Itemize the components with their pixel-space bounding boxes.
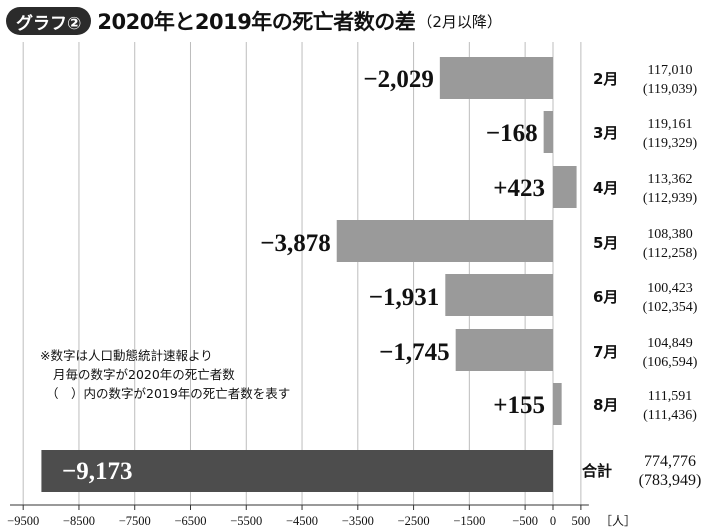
x-tick-label: −2500	[398, 514, 430, 528]
source-note: ※数字は人口動態統計速報より 月毎の数字が2020年の死亡者数 （ ）内の数字が…	[40, 346, 290, 403]
deaths-2020-label: 104,849	[647, 336, 693, 351]
note-line-2: 月毎の数字が2020年の死亡者数	[53, 367, 235, 382]
x-tick-label: 0	[550, 514, 556, 528]
x-tick-label: −1500	[453, 514, 485, 528]
category-label: 5月	[593, 234, 618, 252]
deaths-2019-label: (111,436)	[643, 408, 697, 423]
data-label: −168	[486, 120, 538, 147]
data-label: −1,745	[379, 339, 450, 366]
chart-title: 2020年と2019年の死亡者数の差	[97, 10, 416, 34]
x-tick-label: 500	[572, 514, 591, 528]
category-label: 7月	[593, 343, 618, 361]
chart-subtitle: （2月以降）	[417, 12, 502, 31]
note-line-3: （ ）内の数字が2019年の死亡者数を表す	[46, 386, 291, 401]
data-label: −1,931	[369, 284, 440, 311]
category-label: 6月	[593, 288, 618, 306]
bar	[41, 450, 554, 492]
deaths-2020-label: 119,161	[648, 117, 693, 132]
chart-header: グラフ② 2020年と2019年の死亡者数の差 （2月以降）	[6, 6, 502, 36]
bar	[439, 57, 553, 99]
x-tick-label: −4500	[286, 514, 318, 528]
category-label: 合計	[581, 462, 612, 480]
bar	[336, 220, 553, 262]
x-tick-label: −6500	[174, 514, 206, 528]
category-label: 2月	[593, 70, 618, 88]
deaths-2019-label: (112,258)	[643, 246, 698, 261]
bar	[543, 111, 553, 153]
deaths-2020-label: 108,380	[647, 227, 693, 242]
deaths-2019-label: (119,329)	[643, 136, 698, 151]
deaths-2020-label: 117,010	[648, 63, 693, 78]
data-label: +423	[493, 175, 545, 202]
graph-number-badge: グラフ②	[6, 7, 92, 35]
x-tick-label: −9500	[7, 514, 39, 528]
x-tick-label: −500	[512, 514, 538, 528]
note-line-1: ※数字は人口動態統計速報より	[40, 348, 213, 363]
x-tick-label: −7500	[119, 514, 151, 528]
bar	[553, 383, 562, 425]
x-tick-label: −8500	[63, 514, 95, 528]
x-tick-label: −3500	[342, 514, 374, 528]
deaths-2019-label: (106,594)	[643, 355, 698, 370]
data-label: −9,173	[62, 458, 133, 485]
deaths-2019-label: (112,939)	[643, 191, 698, 206]
category-label: 8月	[593, 396, 618, 414]
x-tick-label: −5500	[230, 514, 262, 528]
deaths-2020-label: 113,362	[648, 172, 693, 187]
category-label: 3月	[593, 124, 618, 142]
data-label: −3,878	[260, 230, 331, 257]
bar	[553, 166, 577, 208]
bar	[445, 274, 553, 316]
bar	[455, 329, 553, 371]
category-label: 4月	[593, 179, 618, 197]
deaths-2020-label: 100,423	[647, 281, 693, 296]
deaths-2020-label: 774,776	[644, 453, 696, 470]
data-label: −2,029	[363, 66, 434, 93]
deaths-2019-label: (783,949)	[639, 472, 702, 489]
data-label: +155	[493, 392, 545, 419]
deaths-2020-label: 111,591	[648, 389, 692, 404]
deaths-2019-label: (102,354)	[643, 300, 698, 315]
deaths-2019-label: (119,039)	[643, 82, 698, 97]
x-axis-unit-label: ［人］	[600, 514, 636, 528]
